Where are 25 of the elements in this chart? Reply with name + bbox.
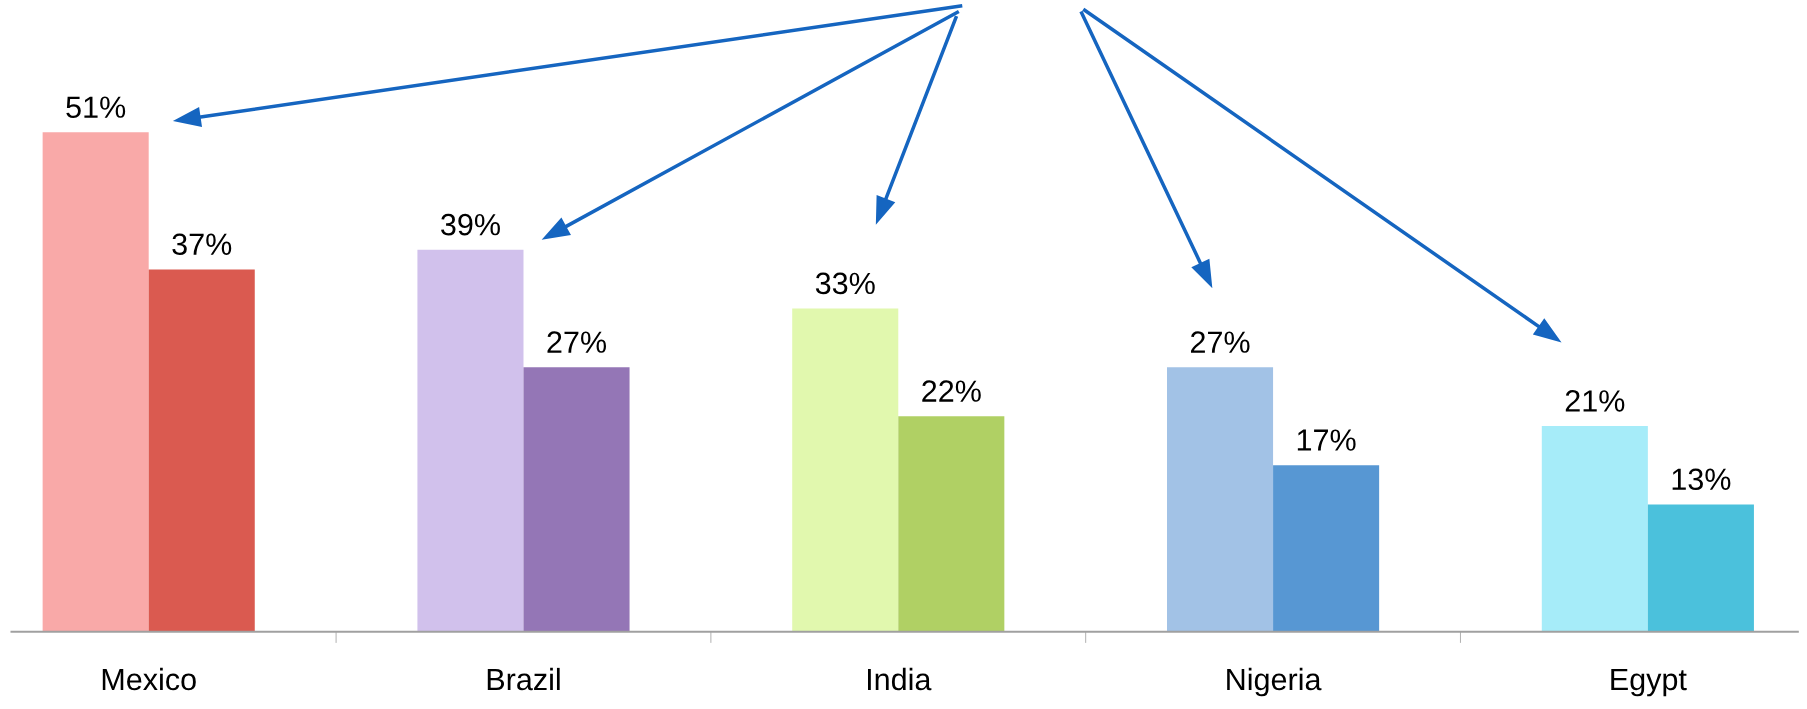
data-label: 51% [66,96,126,118]
data-label: 27% [1191,331,1250,353]
bar [1167,367,1274,632]
data-label: 22% [922,380,981,402]
data-label: 39% [441,213,500,236]
x-tick-label: Mexico [102,667,196,691]
bar [417,249,524,632]
data-label: 27% [547,331,607,353]
data-label: 17% [1297,429,1356,451]
data-label: 13% [1672,468,1731,491]
bar [523,367,630,632]
bar [1273,465,1380,632]
x-tick-label: Egypt [1611,668,1687,697]
bar [148,269,255,632]
x-tick-label: India [867,667,932,691]
bar [1541,426,1648,632]
bar [792,308,899,632]
bar [42,132,149,632]
data-label: 33% [815,272,875,295]
bar [898,416,1005,632]
bar [1647,504,1754,632]
x-tick-label: Brazil [487,667,560,691]
data-label: 37% [172,233,232,256]
x-tick-label: Nigeria [1227,667,1322,697]
data-label: 21% [1565,390,1625,412]
